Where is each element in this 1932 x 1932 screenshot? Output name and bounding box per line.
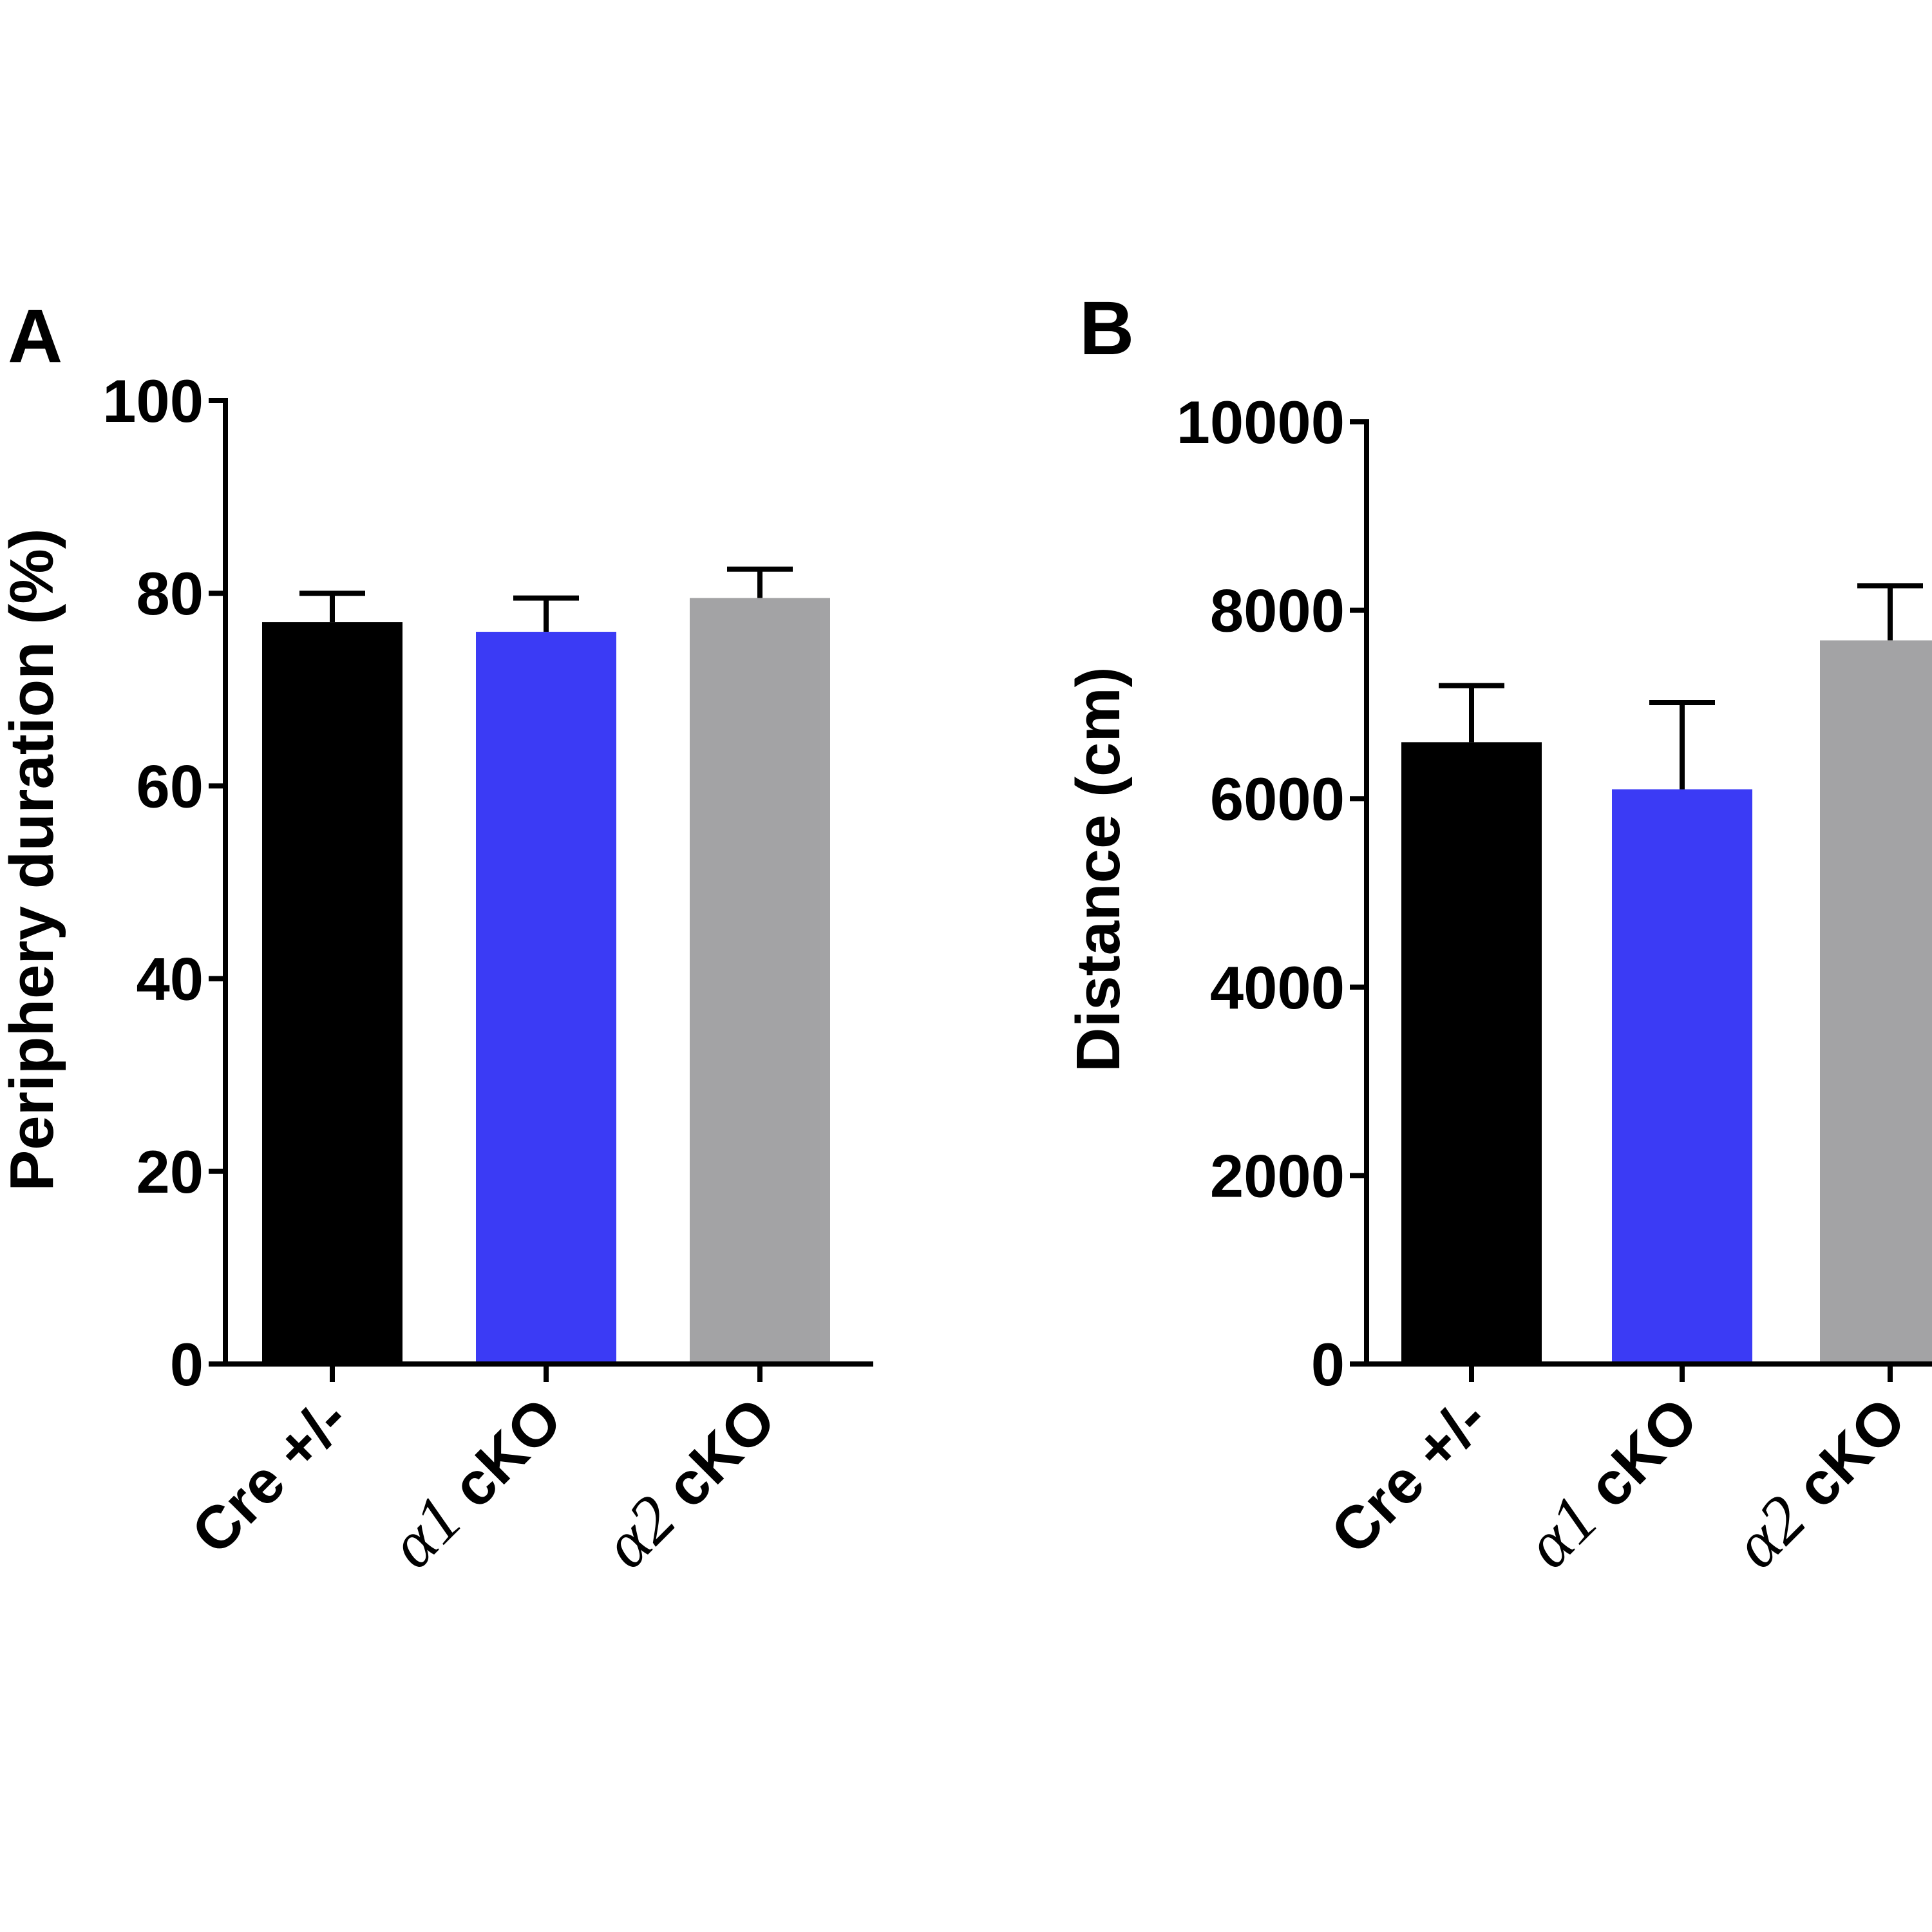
bar-3 (1820, 640, 1932, 1364)
y-tick-label: 6000 (1210, 765, 1345, 833)
y-tick-label: 20 (136, 1138, 204, 1206)
panel-label-a: A (8, 294, 62, 379)
bar-2 (1612, 789, 1752, 1364)
x-tick-label-2: α1 cKO (1511, 1381, 1712, 1582)
y-tick-label: 2000 (1210, 1142, 1345, 1209)
bar-1 (262, 622, 402, 1364)
y-axis-title: Periphery duration (%) (0, 528, 66, 1191)
y-tick-label: 0 (170, 1331, 204, 1398)
y-tick-label: 60 (136, 752, 204, 820)
y-tick-label: 10000 (1177, 388, 1345, 456)
x-tick-label-1: Cre +/- (1318, 1385, 1500, 1567)
panel-b: B Distance (cm) 0 2000 4000 6000 8000 10000 Cre … (1064, 286, 1932, 1582)
y-tick-label: 40 (136, 945, 204, 1013)
panel-label-b: B (1079, 286, 1134, 371)
bar-1 (1401, 742, 1542, 1364)
y-tick-label: 4000 (1210, 954, 1345, 1021)
y-tick-label: 0 (1311, 1331, 1345, 1398)
y-tick-label: 80 (136, 560, 204, 627)
x-tick-label-3: α2 cKO (589, 1381, 790, 1582)
panel-a: A Periphery duration (%) 0 20 40 60 80 100 Cre +… (0, 294, 873, 1582)
bar-2 (476, 632, 616, 1364)
x-tick-label-2: α1 cKO (375, 1381, 576, 1582)
bar-3 (690, 598, 830, 1365)
y-tick-label: 100 (102, 367, 204, 435)
x-tick-label-1: Cre +/- (178, 1385, 361, 1567)
x-tick-label-3: α2 cKO (1719, 1381, 1920, 1582)
y-axis-title: Distance (cm) (1064, 667, 1133, 1072)
y-tick-label: 8000 (1210, 577, 1345, 645)
